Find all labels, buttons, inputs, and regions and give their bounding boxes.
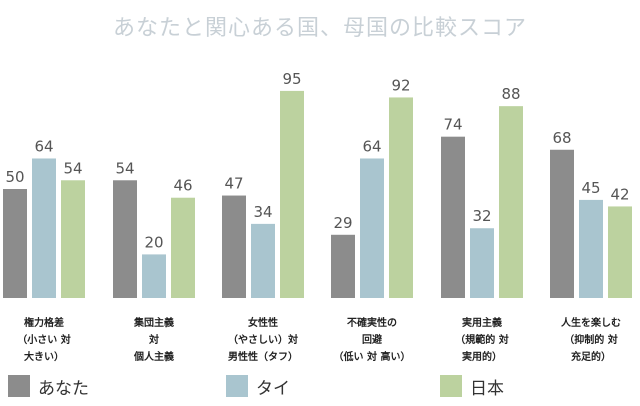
bar-0-5 xyxy=(550,149,574,298)
category-label-2-2: 男性性（タフ） xyxy=(228,350,298,363)
category-label-1-2: 個人主義 xyxy=(133,350,174,363)
data-label-1-2: 34 xyxy=(253,203,272,221)
chart-legend: あなた タイ 日本 xyxy=(0,372,640,402)
data-label-1-3: 64 xyxy=(362,137,381,155)
category-label-2-0: 女性性 xyxy=(248,316,278,329)
bar-1-0 xyxy=(32,158,56,298)
category-label-4-2: 実用的） xyxy=(462,350,502,363)
category-label-2-1: （やさしい）対 xyxy=(228,333,298,346)
legend-item-2: 日本 xyxy=(440,372,504,400)
category-label-1-1: 対 xyxy=(148,333,159,346)
legend-label-2: 日本 xyxy=(470,378,504,399)
bar-1-2 xyxy=(251,223,275,298)
category-label-1-0: 集団主義 xyxy=(133,316,174,329)
bar-2-2 xyxy=(280,90,304,299)
legend-item-1: タイ xyxy=(226,372,290,400)
category-label-5-1: （抑制的 対 xyxy=(564,333,617,346)
data-label-0-1: 54 xyxy=(115,159,134,177)
category-label-3-2: （低い 対 高い） xyxy=(334,350,411,363)
data-label-1-5: 45 xyxy=(581,179,600,197)
legend-label-0: あなた xyxy=(38,378,89,399)
category-label-0-0: 権力格差 xyxy=(24,316,64,329)
bar-1-1 xyxy=(142,254,166,298)
bar-chart-plot: 50 54 47 29 74 68 64 20 34 64 32 45 54 46 95 92 88 42 権力格差… xyxy=(3,70,632,363)
bar-0-1 xyxy=(113,180,137,298)
chart-title: あなたと関心ある国、母国の比較スコア xyxy=(112,16,527,41)
bar-2-3 xyxy=(389,97,413,298)
data-label-2-3: 92 xyxy=(391,76,410,94)
bar-1-4 xyxy=(470,228,494,298)
category-label-0-1: （小さい 対 xyxy=(17,333,70,346)
data-label-1-1: 20 xyxy=(144,233,163,251)
category-label-4-1: （規範的 対 xyxy=(455,333,508,346)
bar-0-4 xyxy=(441,136,465,298)
legend-item-0: あなた xyxy=(8,372,89,400)
data-label-0-0: 50 xyxy=(5,168,24,186)
data-label-2-5: 42 xyxy=(610,185,629,203)
data-label-0-3: 29 xyxy=(333,214,352,232)
data-label-0-5: 68 xyxy=(552,129,571,147)
category-label-5-0: 人生を楽しむ xyxy=(561,316,621,329)
bar-0-0 xyxy=(3,189,27,298)
legend-swatch-1 xyxy=(226,375,248,397)
bar-0-2 xyxy=(222,195,246,298)
data-label-2-1: 46 xyxy=(173,177,192,195)
legend-swatch-2 xyxy=(440,375,462,397)
legend-swatch-0 xyxy=(8,375,30,397)
category-label-3-1: 回避 xyxy=(362,333,382,346)
category-label-5-2: 充足的） xyxy=(571,350,611,363)
category-label-3-0: 不確実性の xyxy=(347,316,397,329)
data-label-0-4: 74 xyxy=(443,116,462,134)
category-label-0-2: 大きい） xyxy=(24,350,64,363)
category-label-4-0: 実用主義 xyxy=(462,316,502,329)
data-label-2-0: 54 xyxy=(63,159,82,177)
data-label-2-4: 88 xyxy=(501,85,520,103)
data-label-1-0: 64 xyxy=(34,137,53,155)
bar-0-3 xyxy=(331,234,355,298)
data-label-2-2: 95 xyxy=(282,70,301,88)
bar-2-0 xyxy=(61,180,85,298)
legend-label-1: タイ xyxy=(256,378,290,399)
bar-1-5 xyxy=(579,199,603,298)
bar-2-1 xyxy=(171,197,195,298)
data-label-0-2: 47 xyxy=(224,175,243,193)
bar-1-3 xyxy=(360,158,384,298)
bar-2-4 xyxy=(499,106,523,298)
data-label-1-4: 32 xyxy=(472,207,491,225)
bar-2-5 xyxy=(608,206,632,298)
